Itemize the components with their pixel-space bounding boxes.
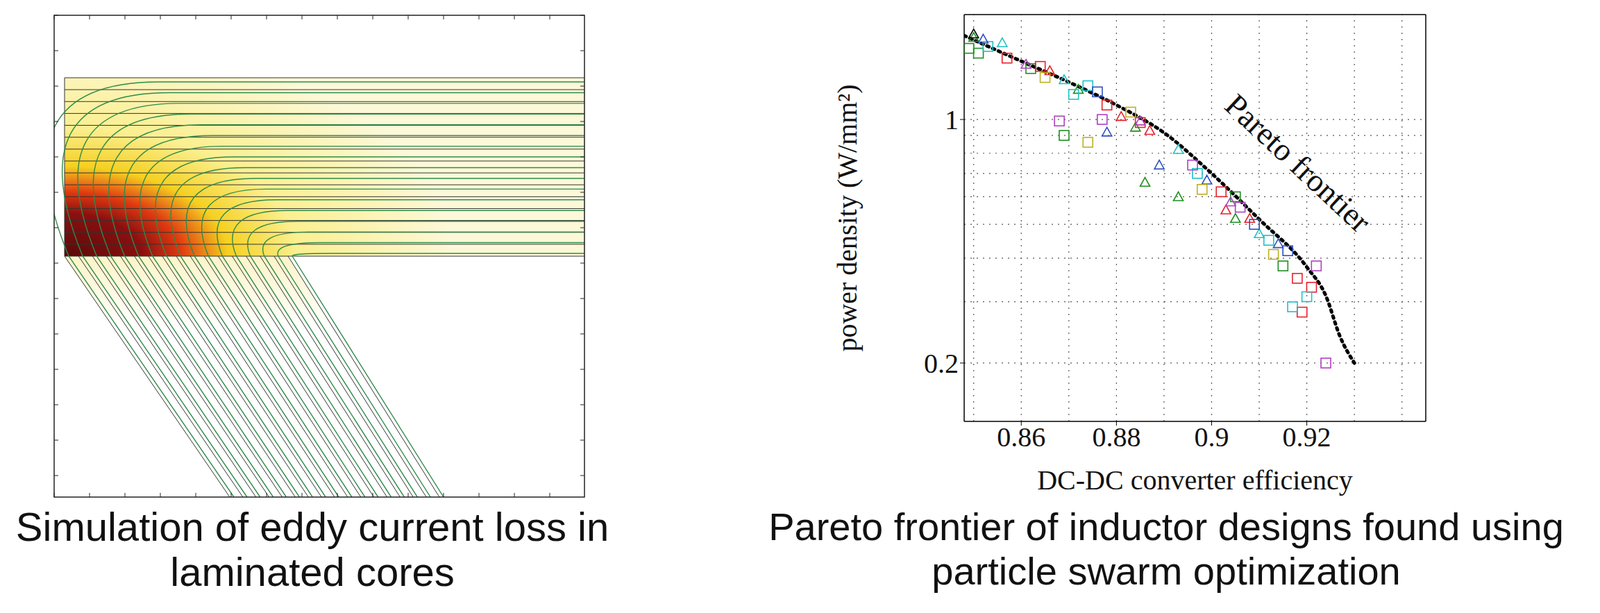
- svg-text:0.9: 0.9: [1193, 421, 1229, 453]
- svg-text:0.88: 0.88: [1091, 421, 1141, 453]
- svg-text:DC-DC converter efficiency: DC-DC converter efficiency: [1037, 464, 1353, 496]
- svg-text:0.92: 0.92: [1282, 421, 1332, 453]
- svg-text:1: 1: [944, 104, 959, 136]
- svg-text:0.2: 0.2: [923, 347, 959, 380]
- html-text:Simulation of eddy current los: Simulation of eddy current loss in lamin…: [15, 503, 609, 595]
- svg-text:power density (W/mm²): power density (W/mm²): [831, 83, 863, 352]
- html-text:Pareto frontier of inductor de: Pareto frontier of inductor designs foun…: [768, 504, 1564, 593]
- html-text:Pareto frontier: Pareto frontier: [1218, 86, 1378, 240]
- svg-text:0.86: 0.86: [996, 421, 1046, 453]
